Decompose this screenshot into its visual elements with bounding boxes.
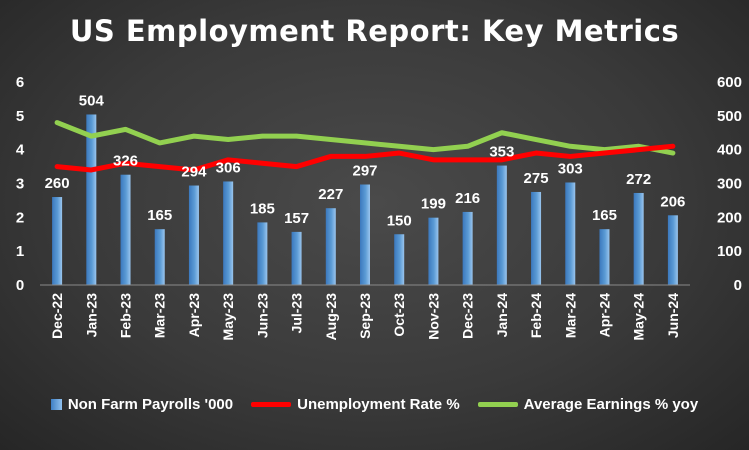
payrolls-data-label: 297 bbox=[352, 163, 377, 180]
bar-series bbox=[52, 114, 678, 285]
unemployment-line bbox=[54, 143, 676, 173]
y-left-tick-label: 1 bbox=[16, 243, 24, 260]
payrolls-bar bbox=[667, 215, 678, 285]
y-left-tick-label: 5 bbox=[16, 108, 24, 125]
y-left-tick-label: 0 bbox=[16, 277, 24, 294]
x-tick-label: Feb-23 bbox=[118, 293, 134, 338]
payrolls-data-label: 326 bbox=[113, 153, 138, 170]
payrolls-bar bbox=[565, 182, 576, 285]
payrolls-data-label: 303 bbox=[558, 160, 583, 177]
x-tick-label: Jan-23 bbox=[83, 293, 99, 338]
payrolls-bar bbox=[86, 114, 97, 285]
y-left-tick-label: 6 bbox=[16, 74, 24, 91]
payrolls-data-label: 275 bbox=[524, 170, 549, 187]
payrolls-data-label: 272 bbox=[626, 171, 651, 188]
payrolls-bar bbox=[394, 234, 405, 285]
payrolls-data-label: 306 bbox=[216, 159, 241, 176]
payrolls-data-label: 199 bbox=[421, 196, 446, 213]
legend-item-unemployment: Unemployment Rate % bbox=[251, 396, 460, 413]
payrolls-bar bbox=[188, 185, 199, 285]
payrolls-data-label: 206 bbox=[660, 193, 685, 210]
bar-data-labels: 260 504 326 165 294 306 185 157 227 297 150 199 216 3… bbox=[45, 92, 686, 229]
legend-swatch-payrolls bbox=[50, 399, 62, 410]
legend-item-payrolls: Non Farm Payrolls '000 bbox=[50, 396, 234, 413]
payrolls-bar bbox=[360, 184, 370, 285]
x-tick-label: Jun-24 bbox=[665, 293, 681, 338]
legend-label-earnings: Average Earnings % yoy bbox=[523, 396, 699, 413]
payrolls-data-label: 353 bbox=[489, 144, 514, 161]
x-tick-label: Mar-24 bbox=[562, 293, 578, 338]
payrolls-bar bbox=[428, 217, 439, 285]
earnings-line bbox=[54, 120, 676, 156]
payrolls-bar bbox=[462, 211, 473, 285]
payrolls-data-label: 165 bbox=[147, 207, 172, 224]
y-left-axis: 0 1 2 3 4 5 6 bbox=[16, 74, 25, 294]
payrolls-bar bbox=[633, 192, 644, 285]
x-tick-label: Oct-23 bbox=[391, 293, 407, 337]
line-series bbox=[54, 120, 676, 173]
x-tick-label: May-24 bbox=[631, 293, 647, 341]
y-left-tick-label: 4 bbox=[16, 142, 25, 159]
payrolls-data-label: 227 bbox=[318, 186, 343, 203]
y-right-tick-label: 100 bbox=[717, 243, 742, 260]
payrolls-bar bbox=[599, 229, 610, 285]
x-tick-label: Aug-23 bbox=[323, 293, 339, 341]
x-tick-label: Dec-22 bbox=[49, 293, 65, 339]
x-tick-label: Apr-24 bbox=[596, 293, 612, 338]
x-tick-label: Jul-23 bbox=[289, 293, 305, 334]
payrolls-bar bbox=[257, 222, 268, 285]
payrolls-data-label: 157 bbox=[284, 210, 309, 227]
y-right-tick-label: 200 bbox=[717, 209, 742, 226]
legend-label-unemployment: Unemployment Rate % bbox=[297, 396, 460, 413]
payrolls-data-label: 260 bbox=[45, 175, 70, 192]
legend-item-earnings: Average Earnings % yoy bbox=[477, 396, 699, 413]
x-axis: Dec-22 Jan-23 Feb-23 Mar-23 Apr-23 May-23 Jun-… bbox=[40, 284, 690, 341]
x-tick-label: Sep-23 bbox=[357, 293, 373, 339]
y-right-tick-label: 300 bbox=[717, 176, 742, 193]
chart-title: US Employment Report: Key Metrics bbox=[69, 14, 680, 48]
legend-swatch-unemployment bbox=[251, 402, 292, 407]
x-tick-label: Mar-23 bbox=[152, 293, 168, 338]
payrolls-data-label: 150 bbox=[387, 212, 412, 229]
x-tick-label: Dec-23 bbox=[460, 293, 476, 339]
y-left-tick-label: 3 bbox=[16, 176, 24, 193]
y-right-tick-label: 0 bbox=[734, 277, 742, 294]
x-tick-label: Feb-24 bbox=[528, 293, 544, 338]
payrolls-data-label: 294 bbox=[181, 164, 207, 181]
legend-label-payrolls: Non Farm Payrolls '000 bbox=[67, 396, 234, 413]
payrolls-data-label: 504 bbox=[79, 92, 105, 109]
x-tick-label: May-23 bbox=[220, 293, 236, 341]
payrolls-bar bbox=[325, 208, 336, 285]
payrolls-bar bbox=[52, 197, 63, 285]
payrolls-data-label: 216 bbox=[455, 190, 480, 207]
y-right-tick-label: 400 bbox=[717, 142, 742, 159]
payrolls-bar bbox=[154, 229, 165, 285]
payrolls-data-label: 165 bbox=[592, 207, 617, 224]
x-tick-label: Apr-23 bbox=[186, 293, 202, 338]
payrolls-bar bbox=[223, 181, 234, 285]
x-tick-label: Jun-23 bbox=[254, 293, 270, 338]
payrolls-bar bbox=[120, 174, 131, 285]
payrolls-bar bbox=[531, 191, 542, 285]
payrolls-data-label: 185 bbox=[250, 200, 275, 217]
y-left-tick-label: 2 bbox=[16, 209, 24, 226]
x-tick-label: Nov-23 bbox=[425, 293, 441, 340]
y-right-tick-label: 500 bbox=[717, 108, 742, 125]
y-right-tick-label: 600 bbox=[717, 74, 742, 91]
x-tick-label: Jan-24 bbox=[494, 293, 510, 338]
legend-swatch-earnings bbox=[477, 402, 518, 407]
payrolls-bar bbox=[496, 165, 507, 285]
payrolls-bar bbox=[291, 231, 302, 285]
legend: Non Farm Payrolls '000 Unemployment Rate… bbox=[0, 396, 749, 413]
y-right-axis: 0 100 200 300 400 500 600 bbox=[717, 74, 742, 294]
